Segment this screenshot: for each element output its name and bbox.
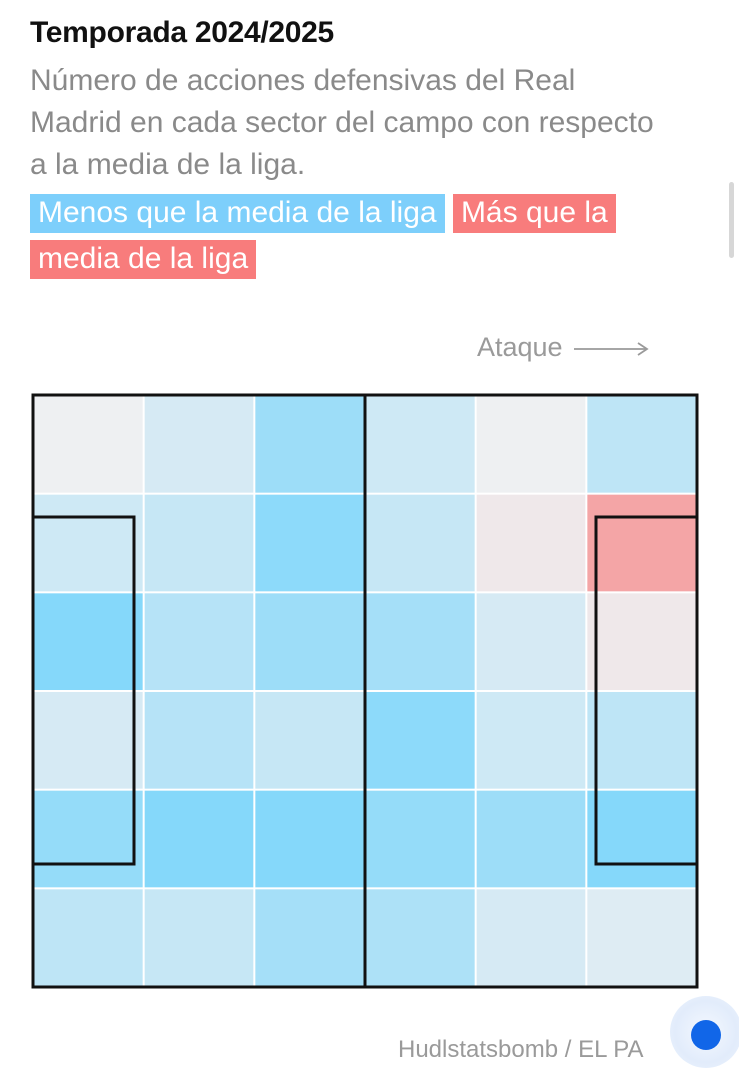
heatmap-cell [587,889,696,986]
heatmap-cell [255,494,364,592]
heatmap-cell [587,593,696,690]
heatmap-cell [255,790,364,888]
arrow-right-icon [574,342,649,356]
record-dot-icon [691,1020,721,1050]
heatmap-cell [34,396,143,493]
heatmap-cell [366,889,475,986]
heatmap-cell [144,692,254,789]
heatmap-cell [366,790,475,888]
heatmap-cell [34,494,143,592]
heatmap-cell [34,692,143,789]
heatmap-cell [366,692,475,789]
scrollbar-thumb[interactable] [729,182,734,258]
penalty-area-left [33,515,136,866]
heatmap-cell [476,494,586,592]
floating-action-button[interactable] [670,996,739,1068]
heatmap-cell [366,396,475,493]
pitch-lines [31,393,699,989]
heatmap-cell [144,790,254,888]
heatmap-cell [476,790,586,888]
heatmap-cell [255,889,364,986]
heatmap-cell [255,692,364,789]
legend: Menos que la media de la liga Más que la… [30,190,690,282]
attack-direction: Ataque [477,332,650,363]
penalty-area-right [594,515,697,866]
heatmap-cell [476,889,586,986]
heatmap-cell [587,790,696,888]
heatmap-cell [255,396,364,493]
heatmap-cell [144,396,254,493]
chart-title: Temporada 2024/2025 [30,16,334,49]
heatmap-cell [34,790,143,888]
heatmap-cell [587,396,696,493]
heatmap-cell [366,494,475,592]
heatmap-cell [144,889,254,986]
heatmap-cells [34,396,696,986]
chart-subtitle: Número de acciones defensivas del Real M… [30,64,654,181]
legend-less-label: Menos que la media de la liga [30,194,445,233]
heatmap-cell [34,889,143,986]
heatmap-cell [366,593,475,690]
heatmap-cell [476,593,586,690]
heatmap-cell [587,494,696,592]
heatmap-cell [587,692,696,789]
heatmap-cell [476,396,586,493]
heatmap-cell [476,692,586,789]
heatmap-cell [144,593,254,690]
heatmap-cell [144,494,254,592]
attack-direction-label: Ataque [477,332,563,362]
source-credit: Hudlstatsbomb / EL PA [398,1036,644,1063]
heatmap-cell [34,593,143,690]
heatmap-cell [255,593,364,690]
